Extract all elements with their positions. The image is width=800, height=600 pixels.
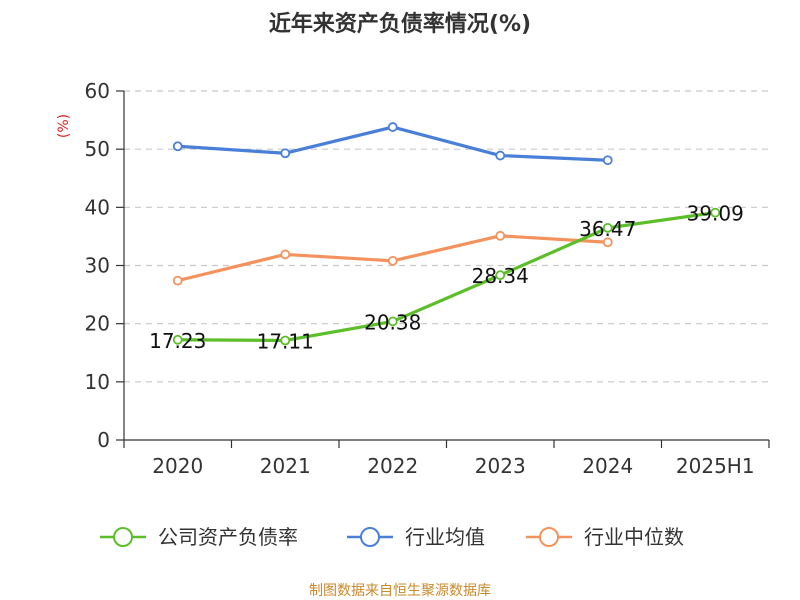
data-point bbox=[495, 150, 506, 161]
data-point bbox=[280, 335, 291, 346]
data-label: 28.34 bbox=[472, 264, 529, 288]
x-tick-label: 2023 bbox=[475, 454, 526, 478]
y-tick-label: 60 bbox=[85, 79, 110, 103]
x-tick-label: 2022 bbox=[367, 454, 418, 478]
data-point bbox=[710, 207, 721, 218]
data-point bbox=[280, 148, 291, 159]
data-point bbox=[387, 122, 398, 132]
legend-label: 公司资产负债率 bbox=[158, 525, 298, 549]
data-point bbox=[172, 334, 183, 345]
x-tick-label: 2021 bbox=[260, 454, 311, 478]
data-point bbox=[602, 155, 613, 166]
x-tick-label: 2020 bbox=[152, 454, 203, 478]
y-tick-label: 30 bbox=[85, 254, 110, 278]
series-line bbox=[176, 211, 717, 343]
data-label: 17.11 bbox=[257, 329, 314, 353]
legend-label: 行业中位数 bbox=[584, 525, 684, 549]
data-label: 17.23 bbox=[149, 329, 206, 353]
data-label: 20.38 bbox=[364, 310, 421, 334]
series-line bbox=[176, 125, 610, 162]
legend: 公司资产负债率 行业均值 行业中位数 bbox=[100, 525, 684, 549]
y-tick-label: 20 bbox=[85, 312, 110, 336]
y-axis-unit: (%) bbox=[56, 114, 72, 138]
data-label: 36.47 bbox=[579, 217, 636, 241]
legend-marker bbox=[539, 527, 559, 547]
data-point bbox=[172, 275, 183, 286]
data-labels: 17.23 17.11 20.38 28.34 36.47 39.09 bbox=[149, 202, 744, 354]
x-tick-label: 2024 bbox=[582, 454, 633, 478]
data-point bbox=[495, 270, 506, 281]
data-label: 39.09 bbox=[687, 202, 744, 226]
gridlines bbox=[124, 90, 769, 383]
data-point bbox=[387, 316, 398, 327]
data-point bbox=[387, 255, 398, 266]
y-tick-label: 10 bbox=[85, 370, 110, 394]
y-tick-label: 50 bbox=[85, 137, 110, 161]
data-point bbox=[602, 222, 613, 233]
source-note: 制图数据来自恒生聚源数据库 bbox=[309, 583, 491, 599]
chart-title: 近年来资产负债率情况(%) bbox=[269, 11, 531, 37]
data-point bbox=[172, 141, 183, 152]
data-point bbox=[495, 230, 506, 241]
y-tick-label: 40 bbox=[85, 195, 110, 219]
series-lines bbox=[172, 122, 721, 346]
axes: 0 10 20 30 40 50 60 2020 2021 2022 2023 2024 2025H1 bbox=[85, 79, 770, 478]
data-point bbox=[280, 249, 291, 260]
legend-marker bbox=[360, 527, 380, 547]
x-tick-label: 2025H1 bbox=[676, 454, 755, 478]
legend-label: 行业均值 bbox=[405, 525, 485, 549]
data-point bbox=[602, 237, 613, 248]
y-tick-label: 0 bbox=[97, 428, 110, 452]
legend-marker bbox=[113, 527, 133, 547]
